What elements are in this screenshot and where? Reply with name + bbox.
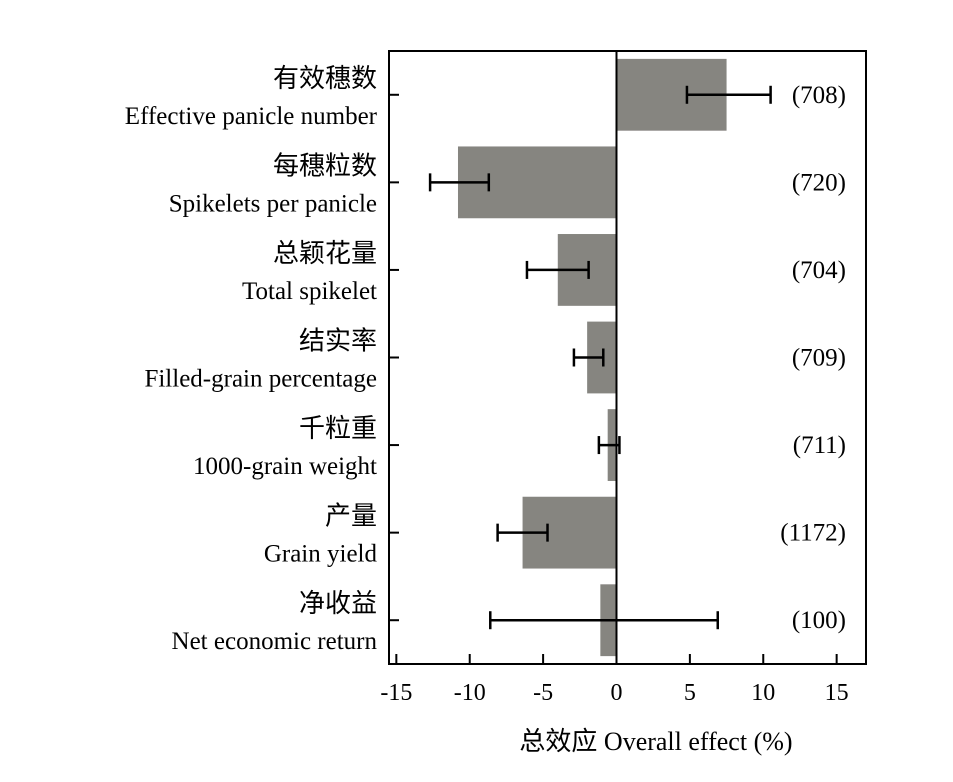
- sample-size-label: (100): [792, 607, 846, 634]
- category-label-en: 1000-grain weight: [193, 453, 377, 480]
- error-bars-group: [428, 85, 772, 630]
- category-label-cn: 有效穗数: [273, 64, 377, 93]
- sample-size-label: (1172): [780, 520, 846, 547]
- x-tick-label: -5: [533, 680, 553, 706]
- category-label-cn: 每穗粒数: [273, 151, 377, 180]
- sample-size-label: (711): [793, 432, 846, 459]
- category-label-en: Effective panicle number: [125, 103, 378, 130]
- category-label-en: Total spikelet: [242, 278, 377, 305]
- sample-size-label: (708): [792, 82, 846, 109]
- category-label-en: Net economic return: [172, 628, 378, 655]
- category-label-en: Grain yield: [264, 541, 378, 568]
- category-label-cn: 千粒重: [299, 414, 377, 443]
- x-tick-label: 15: [825, 680, 849, 706]
- sample-size-label: (720): [792, 169, 846, 196]
- x-tick-label: 0: [610, 680, 622, 706]
- x-tick-label: 10: [751, 680, 775, 706]
- category-label-cn: 净收益: [299, 589, 377, 618]
- category-label-cn: 总颖花量: [273, 239, 377, 268]
- category-label-cn: 产量: [325, 502, 377, 531]
- x-axis-label: 总效应 Overall effect (%): [519, 727, 792, 756]
- category-label-cn: 结实率: [299, 327, 377, 356]
- category-labels-group: 有效穗数 Effective panicle number 每穗粒数 Spikelet…: [125, 64, 378, 655]
- x-ticks-group: -15 -10 -5 0 5 10 15: [380, 654, 849, 706]
- sample-size-labels-group: (708) (720) (704) (709) (711) (1172) (100): [780, 82, 846, 634]
- sample-size-label: (709): [792, 345, 846, 372]
- x-tick-label: 5: [684, 680, 696, 706]
- x-tick-label: -15: [380, 680, 412, 706]
- category-label-en: Filled-grain percentage: [144, 366, 377, 393]
- x-tick-label: -10: [454, 680, 486, 706]
- sample-size-label: (704): [792, 257, 846, 284]
- y-ticks-group: [389, 93, 399, 622]
- category-label-en: Spikelets per panicle: [169, 190, 377, 217]
